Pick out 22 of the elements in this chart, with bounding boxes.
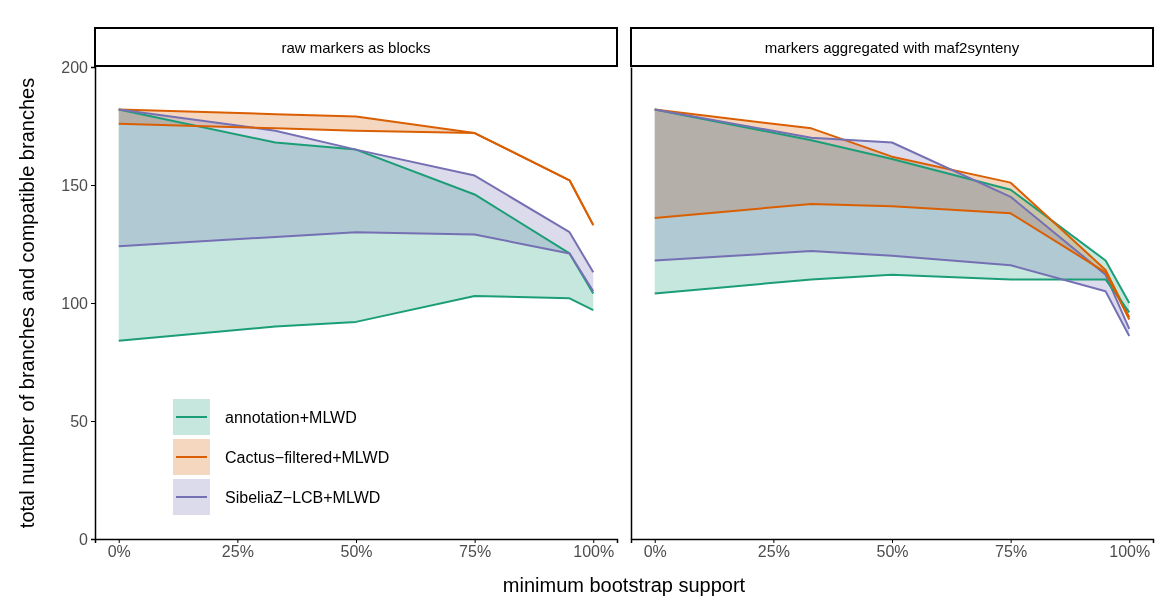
legend-label: SibeliaZ−LCB+MLWD [225,489,381,506]
x-tick-label: 75% [459,543,492,561]
x-tick-label: 75% [995,543,1028,561]
legend-label: annotation+MLWD [225,409,357,426]
legend-label: Cactus−filtered+MLWD [225,449,390,466]
y-tick-label: 100 [61,294,89,312]
x-tick-label: 0% [107,543,131,561]
chart-title: raw markers as blocks [281,39,431,56]
chart-title: markers aggregated with maf2synteny [764,39,1020,56]
x-tick-label: 100% [573,543,615,561]
y-axis-title: total number of branches and compatible branches [16,77,38,529]
x-tick-label: 50% [876,543,909,561]
x-tick-label: 100% [1109,543,1151,561]
x-tick-label: 50% [340,543,373,561]
x-tick-label: 25% [757,543,790,561]
y-tick-label: 200 [61,58,89,76]
y-tick-label: 50 [70,412,89,430]
y-tick-label: 0 [79,530,89,548]
x-axis-title: minimum bootstrap support [502,574,746,596]
x-tick-label: 25% [221,543,254,561]
y-tick-label: 150 [61,176,89,194]
x-tick-label: 0% [643,543,667,561]
